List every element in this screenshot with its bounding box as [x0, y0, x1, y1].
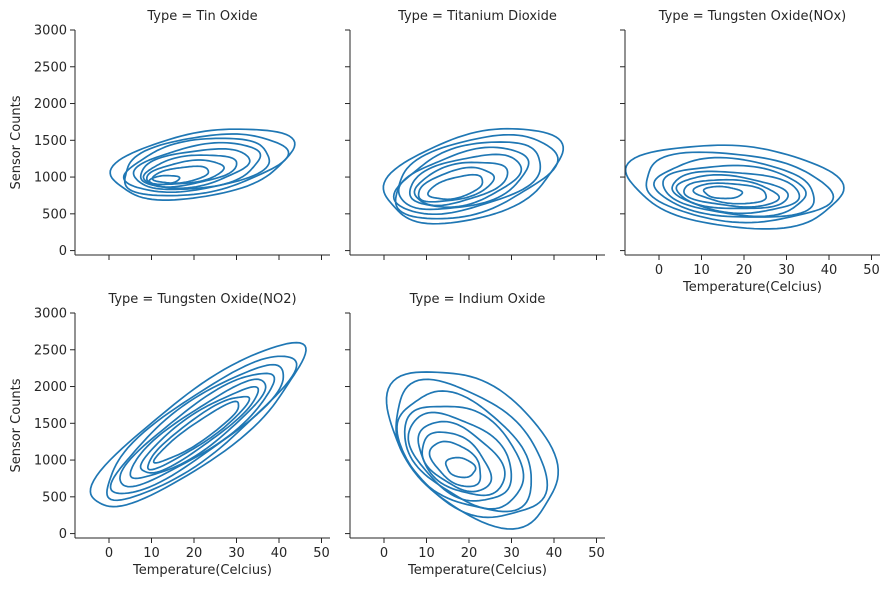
y-tick-label: 2500	[34, 343, 67, 358]
y-tick-label: 2000	[34, 380, 67, 395]
x-tick-label: 10	[693, 263, 710, 278]
density-contour-level-6	[142, 154, 238, 188]
density-contour-level-6	[675, 173, 789, 210]
y-axis-label: Sensor Counts	[9, 378, 24, 472]
x-tick-label: 0	[105, 546, 113, 561]
x-tick-label: 40	[546, 546, 563, 561]
density-contour-level-2	[395, 378, 549, 519]
density-contour-level-6	[417, 420, 506, 497]
density-contour-level-5	[408, 153, 523, 209]
facet-title: Type = Titanium Dioxide	[397, 9, 557, 24]
density-contour-level-4	[397, 146, 530, 211]
facet-title: Type = Indium Oxide	[409, 292, 546, 307]
y-tick-label: 1000	[34, 454, 67, 469]
x-tick-label: 20	[461, 546, 478, 561]
density-contour-level-5	[671, 170, 801, 215]
density-contour-level-3	[122, 137, 271, 194]
density-contour-level-8	[427, 173, 484, 201]
x-tick-label: 0	[655, 263, 663, 278]
x-tick-label: 20	[736, 263, 753, 278]
y-tick-label: 3000	[34, 307, 67, 322]
x-tick-label: 30	[228, 546, 245, 561]
density-contour-level-1	[385, 371, 560, 530]
density-contour-level-3	[396, 390, 533, 513]
y-tick-label: 500	[42, 207, 67, 222]
density-contour-level-7	[145, 159, 225, 186]
density-contour-level-6	[413, 161, 509, 207]
x-tick-label: 10	[143, 546, 160, 561]
x-tick-label: 0	[380, 546, 388, 561]
facet-title: Type = Tungsten Oxide(NOx)	[658, 9, 847, 24]
density-contour-level-9	[148, 174, 181, 186]
density-contour-level-3	[653, 156, 815, 218]
density-contour-level-5	[139, 147, 251, 190]
density-contour-level-2	[106, 355, 298, 502]
density-contour-level-4	[662, 164, 807, 218]
facet-title: Type = Tungsten Oxide(NO2)	[107, 292, 296, 307]
y-tick-label: 1500	[34, 134, 67, 149]
density-contour-level-8	[152, 400, 240, 464]
x-tick-label: 40	[271, 546, 288, 561]
x-tick-label: 50	[313, 546, 330, 561]
density-contour-level-7	[421, 431, 493, 493]
x-tick-label: 40	[821, 263, 838, 278]
density-contour-level-7	[417, 166, 496, 203]
y-tick-label: 2000	[34, 97, 67, 112]
density-contour-level-2	[123, 133, 290, 197]
density-contour-level-9	[444, 456, 477, 479]
facet-panel-1: 0 500 1000 1500 2000 2500 3000 Type = Tin Oxide…	[9, 9, 330, 260]
x-tick-label: 30	[503, 546, 520, 561]
kde-contours	[385, 371, 560, 530]
y-tick-label: 0	[59, 527, 67, 542]
facet-panel-3: 0 10 20 30 40 50 Type = Tungsten Oxide(NOx) Tem…	[620, 9, 880, 295]
x-axis-label: Temperature(Celcius)	[407, 563, 547, 578]
x-tick-label: 10	[418, 546, 435, 561]
density-contour-level-4	[119, 372, 276, 488]
density-contour-level-2	[394, 133, 559, 220]
x-tick-label: 20	[186, 546, 203, 561]
x-tick-label: 50	[863, 263, 880, 278]
density-contour-level-8	[428, 440, 482, 488]
kde-contours	[624, 144, 845, 230]
density-contour-level-1	[382, 127, 565, 225]
y-tick-label: 3000	[34, 24, 67, 39]
y-tick-label: 2500	[34, 60, 67, 75]
density-contour-level-7	[683, 178, 781, 208]
y-tick-label: 1000	[34, 171, 67, 186]
facet-title: Type = Tin Oxide	[146, 9, 257, 24]
y-tick-label: 500	[42, 490, 67, 505]
facet-panel-4: 0 10 20 30 40 50050010001500200025003000Type …	[9, 292, 330, 578]
density-contour-level-3	[392, 141, 542, 216]
density-contour-level-1	[89, 341, 307, 508]
kde-contours	[382, 127, 565, 225]
density-contour-level-3	[109, 363, 285, 495]
density-contour-level-5	[129, 378, 267, 480]
y-axis-label: Sensor Counts	[9, 95, 24, 189]
density-contour-level-5	[407, 411, 513, 502]
density-contour-level-1	[624, 144, 845, 230]
x-tick-label: 30	[778, 263, 795, 278]
y-tick-label: 0	[59, 244, 67, 259]
density-contour-level-4	[403, 405, 525, 510]
x-axis-label: Temperature(Celcius)	[682, 280, 822, 295]
density-contour-level-1	[109, 128, 296, 201]
facet-panel-2: Type = Titanium Dioxide	[345, 9, 605, 260]
facet-panel-5: 0 10 20 30 40 50 Type = Indium Oxide Temperatur…	[345, 292, 605, 578]
x-axis-label: Temperature(Celcius)	[132, 563, 272, 578]
kde-contours	[109, 128, 296, 201]
y-tick-label: 1500	[34, 417, 67, 432]
density-contour-level-6	[139, 385, 260, 474]
x-tick-label: 50	[588, 546, 605, 561]
density-contour-level-8	[692, 182, 768, 205]
density-contour-level-4	[132, 141, 262, 191]
density-contour-level-7	[146, 395, 251, 471]
density-contour-level-2	[645, 151, 835, 224]
density-contour-level-9	[702, 185, 744, 200]
kde-contours	[89, 341, 307, 508]
